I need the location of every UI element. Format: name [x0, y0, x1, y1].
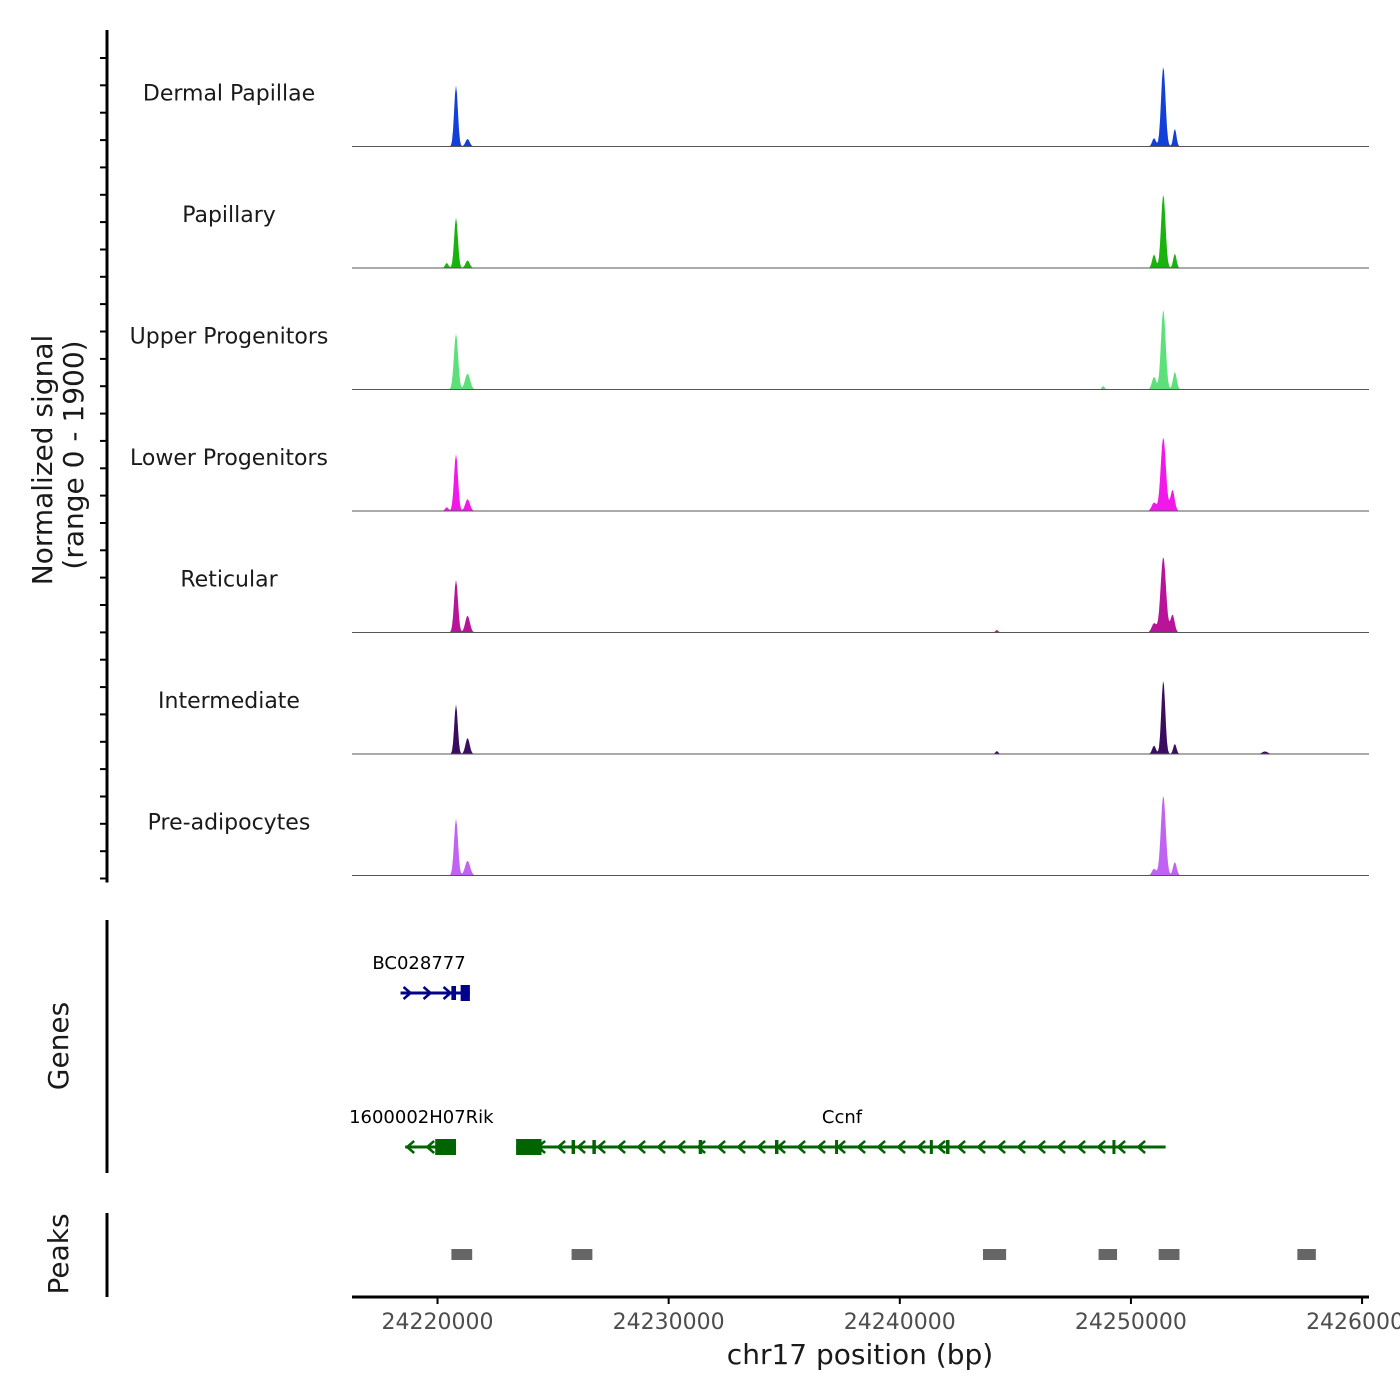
peak-region [1158, 1249, 1180, 1260]
strand-arrow [936, 1140, 946, 1154]
strand-arrow [556, 1140, 566, 1154]
gene-exon [451, 986, 457, 1000]
strand-arrow [956, 1140, 966, 1154]
strand-arrow [716, 1140, 726, 1154]
peak-region [571, 1249, 593, 1260]
coverage-area [352, 557, 1369, 633]
strand-arrow [916, 1140, 926, 1154]
strand-arrow [876, 1140, 886, 1154]
strand-arrow [856, 1140, 866, 1154]
strand-arrow [442, 986, 453, 1000]
strand-arrow [996, 1140, 1006, 1154]
strand-arrow [656, 1140, 666, 1154]
gene-exon [592, 1140, 596, 1154]
x-axis-tick-label: 24240000 [844, 1310, 956, 1335]
track-label: Reticular [180, 568, 278, 593]
peak-region [1098, 1249, 1118, 1260]
strand-arrow [736, 1140, 746, 1154]
strand-arrow [1096, 1140, 1106, 1154]
strand-arrow [422, 986, 433, 1000]
track-label: Lower Progenitors [130, 446, 328, 471]
gene-exon [835, 1140, 839, 1154]
genes-track-title: Genes [42, 1002, 75, 1090]
strand-arrow [1056, 1140, 1066, 1154]
strand-arrow [696, 1140, 706, 1154]
strand-arrow [576, 1140, 586, 1154]
coverage-tracks: Dermal Papillae Papillary Upper Progenitor… [100, 30, 1369, 883]
gene-exon [946, 1140, 950, 1154]
strand-arrow [1116, 1140, 1126, 1154]
track-label: Upper Progenitors [130, 325, 329, 350]
strand-arrow [636, 1140, 646, 1154]
x-axis-tick-label: 24220000 [382, 1310, 494, 1335]
track-label: Pre-adipocytes [148, 811, 311, 836]
strand-arrow [425, 1140, 435, 1154]
peak-region [451, 1249, 473, 1260]
gene-label: Ccnf [822, 1107, 863, 1128]
x-axis-tick-label: 24250000 [1075, 1310, 1187, 1335]
x-axis-title: chr17 position (bp) [727, 1338, 993, 1371]
gene-track: BC028777 1600002H07Rik Ccnf [105, 920, 1166, 1173]
strand-arrow [676, 1140, 686, 1154]
strand-arrow [796, 1140, 806, 1154]
strand-arrow [976, 1140, 986, 1154]
gene-label: 1600002H07Rik [349, 1107, 494, 1128]
strand-arrow [405, 1140, 415, 1154]
strand-arrow [1016, 1140, 1026, 1154]
strand-arrow [616, 1140, 626, 1154]
gene-exon [1112, 1140, 1116, 1154]
strand-arrow [1036, 1140, 1046, 1154]
strand-arrow [836, 1140, 846, 1154]
coverage-area [352, 310, 1369, 390]
gene-exon [571, 1140, 576, 1154]
gene-label: BC028777 [372, 953, 465, 974]
peak-track [105, 1213, 1316, 1297]
peaks-track-title: Peaks [42, 1213, 75, 1294]
gene-exon [516, 1139, 542, 1155]
strand-arrow [596, 1140, 606, 1154]
coverage-area [352, 437, 1369, 511]
strand-arrow [896, 1140, 906, 1154]
coverage-area [352, 67, 1369, 147]
x-axis-tick-label: 24230000 [613, 1310, 725, 1335]
strand-arrow [1136, 1140, 1146, 1154]
coverage-area [352, 796, 1369, 876]
strand-arrow [816, 1140, 826, 1154]
x-axis-tick-label: 24260000 [1306, 1310, 1400, 1335]
x-axis: 24220000 24230000 24240000 24250000 24260000 [352, 1295, 1400, 1335]
track-label: Dermal Papillae [143, 82, 315, 107]
gene-exon [460, 985, 470, 1001]
coverage-area [352, 194, 1369, 268]
strand-arrow [402, 986, 413, 1000]
y-axis-title-line1: Normalized signal [26, 335, 59, 586]
peak-region [983, 1249, 1007, 1260]
coverage-area [352, 681, 1369, 754]
strand-arrow [1076, 1140, 1086, 1154]
peak-region [1297, 1249, 1316, 1260]
gene-exon [698, 1140, 703, 1154]
track-label: Papillary [182, 203, 276, 228]
y-axis-title-line2: (range 0 - 1900) [57, 340, 90, 569]
strand-arrow [756, 1140, 766, 1154]
gene-exon [774, 1140, 779, 1154]
gene-exon [929, 1140, 933, 1154]
gene-exon [435, 1139, 457, 1155]
track-label: Intermediate [158, 689, 300, 714]
